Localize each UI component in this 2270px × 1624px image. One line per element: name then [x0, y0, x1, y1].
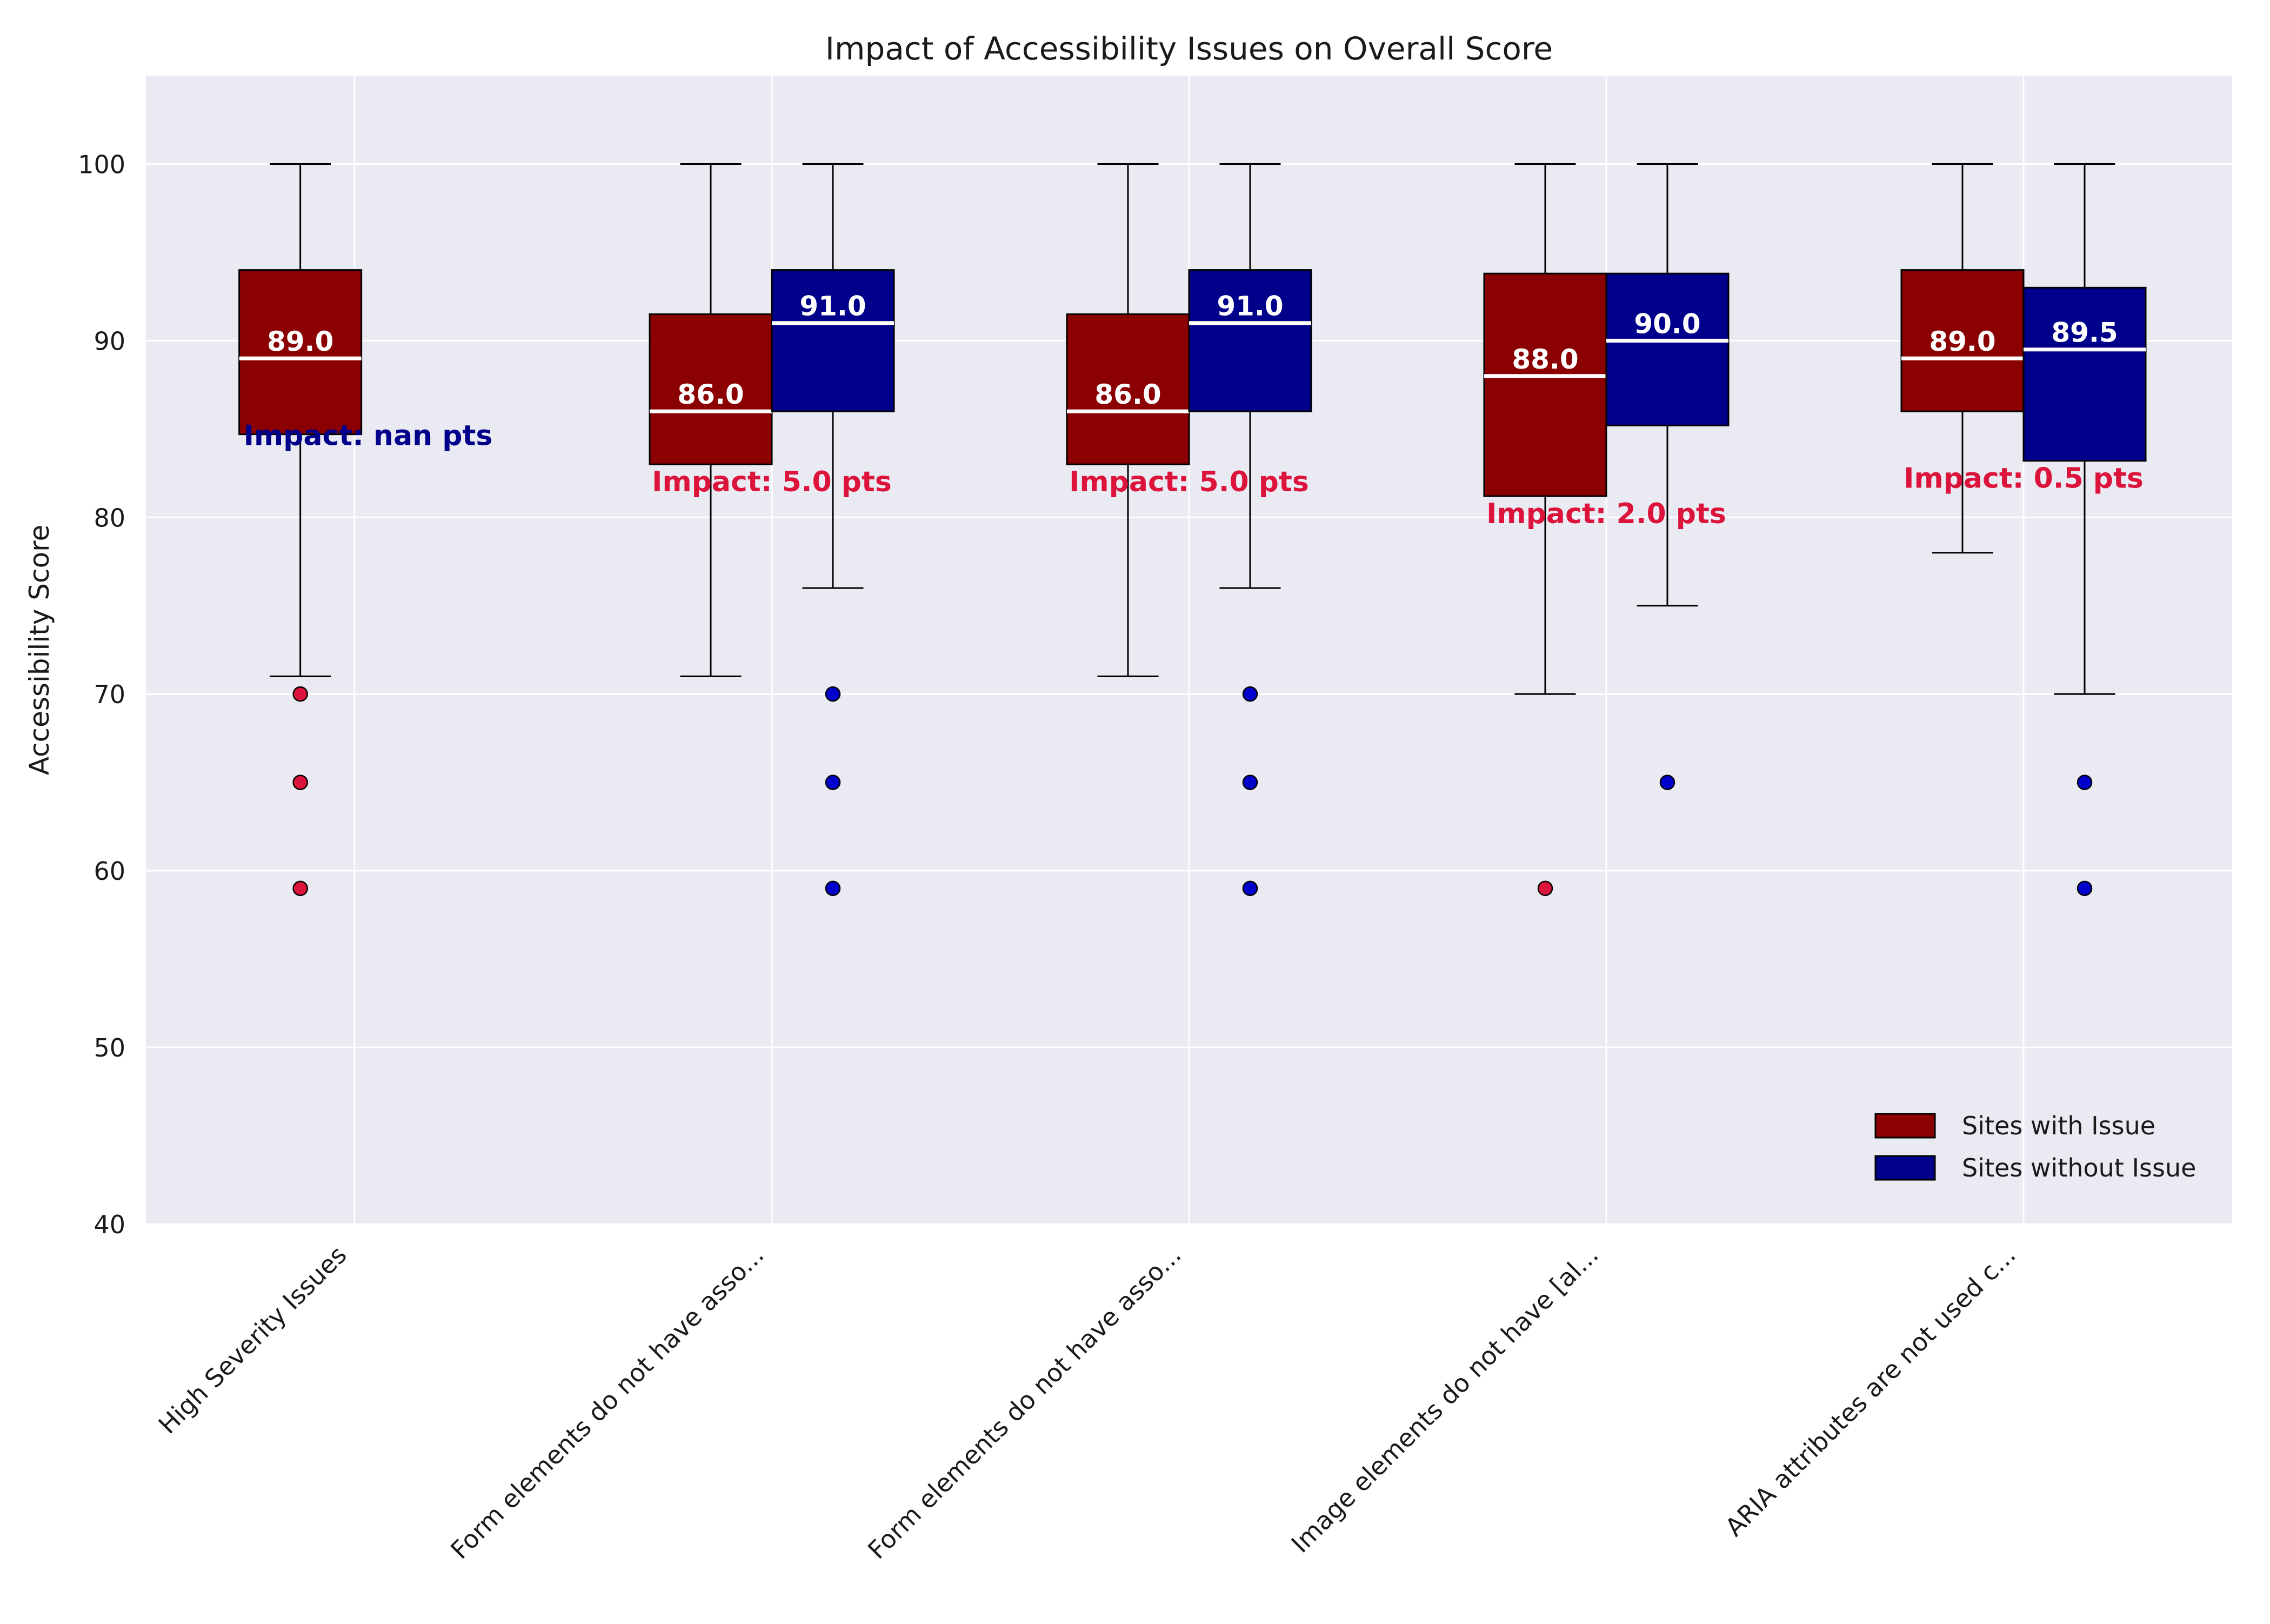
y-tick-label: 90: [94, 326, 125, 356]
y-axis-label: Accessibility Score: [24, 525, 55, 776]
outlier-point: [292, 880, 308, 897]
outlier-point: [825, 686, 841, 702]
box: [2022, 286, 2147, 462]
legend: Sites with Issue Sites without Issue: [1874, 1111, 2196, 1182]
chart-title: Impact of Accessibility Issues on Overal…: [825, 30, 1553, 67]
impact-label: Impact: 2.0 pts: [1486, 498, 1726, 530]
outlier-point: [1659, 774, 1675, 790]
box: [1483, 272, 1607, 497]
box: [1900, 269, 2025, 412]
box: [1605, 272, 1730, 426]
grid-lines: [146, 76, 2232, 1225]
median-label: 90.0: [1634, 308, 1700, 339]
median-label: 89.0: [1929, 326, 1995, 357]
y-tick-label: 40: [94, 1210, 125, 1239]
outlier-point: [1242, 880, 1258, 897]
median-label: 91.0: [1217, 291, 1283, 322]
label-layer: 89.0 Impact: nan pts 86.0 91.0 Impact: 5.0 p…: [244, 291, 2144, 530]
box-layer: [238, 163, 2147, 897]
outlier-point: [825, 880, 841, 897]
outlier-point: [2077, 774, 2093, 790]
legend-swatch: [1874, 1113, 1936, 1139]
legend-label: Sites with Issue: [1962, 1111, 2155, 1140]
median-label: 89.5: [2051, 317, 2118, 349]
outlier-point: [1537, 880, 1553, 897]
impact-label: Impact: 5.0 pts: [652, 466, 892, 498]
y-tick-label: 70: [94, 680, 125, 709]
y-tick-label: 80: [94, 503, 125, 532]
impact-label: Impact: 5.0 pts: [1069, 466, 1309, 498]
outlier-point: [292, 774, 308, 790]
legend-swatch: [1874, 1155, 1936, 1181]
outlier-point: [292, 686, 308, 702]
box: [771, 269, 895, 412]
median-label: 86.0: [1094, 379, 1161, 410]
y-tick-label: 100: [78, 150, 125, 179]
outlier-point: [1242, 774, 1258, 790]
outlier-point: [825, 774, 841, 790]
legend-label: Sites without Issue: [1962, 1153, 2196, 1182]
box: [649, 313, 773, 465]
box: [238, 269, 363, 436]
box: [1188, 269, 1312, 412]
outlier-point: [2077, 880, 2093, 897]
y-tick-label: 50: [94, 1033, 125, 1062]
box: [1066, 313, 1190, 465]
median-label: 88.0: [1512, 344, 1578, 375]
y-tick-label: 60: [94, 857, 125, 886]
median-label: 91.0: [799, 291, 866, 322]
outlier-point: [1242, 686, 1258, 702]
impact-label: Impact: 0.5 pts: [1904, 463, 2144, 495]
median-label: 89.0: [267, 326, 333, 357]
median-label: 86.0: [677, 379, 744, 410]
impact-label: Impact: nan pts: [244, 420, 493, 452]
